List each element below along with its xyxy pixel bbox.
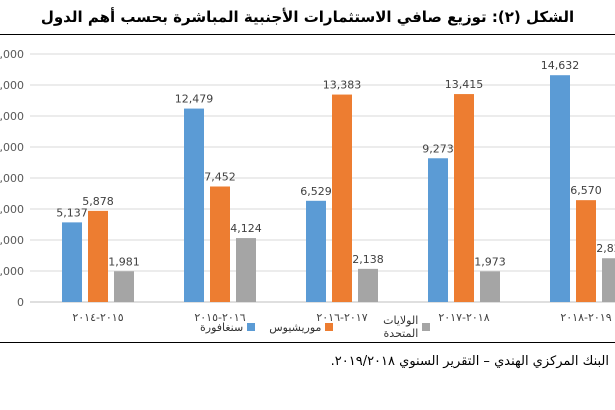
bar (332, 94, 352, 302)
chart-legend: سنغافورة موريشيوس الولايات المتحدة (200, 314, 430, 340)
legend-item-singapore: سنغافورة (200, 314, 256, 340)
data-label: 5,137 (56, 206, 88, 219)
data-label: 13,383 (323, 79, 362, 92)
data-label: 6,529 (300, 185, 332, 198)
data-label: 1,981 (108, 255, 140, 268)
bar (236, 238, 256, 302)
bar (88, 210, 108, 302)
legend-label-usa: الولايات المتحدة (383, 314, 419, 340)
y-tick-label: 14,000 (0, 79, 24, 92)
data-label: 4,124 (230, 222, 262, 235)
bar (184, 108, 204, 302)
bar-chart: 0 2,000 4,000 6,000 8,000 10,000 12,000 14,000 1… (0, 48, 615, 324)
data-label: 2,138 (352, 253, 384, 266)
bar (454, 94, 474, 302)
y-tick-label: 2,000 (0, 265, 24, 278)
legend-swatch-usa (422, 323, 430, 331)
bar (480, 271, 500, 302)
legend-item-mauritius: موريشيوس (269, 314, 334, 340)
source-divider (0, 342, 615, 343)
data-label: 7,452 (204, 170, 236, 183)
y-tick-label: 6,000 (0, 203, 24, 216)
data-label: 2,823 (596, 242, 615, 255)
bar (306, 200, 326, 302)
data-label: 9,273 (422, 142, 454, 155)
y-tick-label: 10,000 (0, 141, 24, 154)
y-tick-label: 0 (17, 296, 24, 309)
y-tick-label: 8,000 (0, 172, 24, 185)
legend-item-usa: الولايات المتحدة (347, 314, 430, 340)
y-tick-label: 12,000 (0, 110, 24, 123)
title-divider (0, 34, 615, 35)
legend-label-singapore: سنغافورة (200, 320, 244, 334)
data-label: 6,570 (570, 184, 602, 197)
bar (62, 222, 82, 302)
x-tick-label: ٢٠١٨-٢٠١٧ (438, 311, 489, 324)
legend-swatch-singapore (247, 323, 256, 331)
x-tick-label: ٢٠١٩-٢٠١٨ (560, 311, 611, 324)
legend-label-mauritius: موريشيوس (269, 320, 322, 334)
source-note: البنك المركزي الهندي – التقرير السنوي ٢٠… (330, 354, 609, 369)
chart-title: الشكل (٢): توزيع صافي الاستثمارات الأجنب… (40, 8, 575, 26)
data-label: 14,632 (541, 59, 580, 72)
data-label: 13,415 (445, 78, 484, 91)
bar (210, 186, 230, 302)
x-tick-label: ٢٠١٦-٢٠١٥ (194, 311, 245, 324)
bar (602, 258, 615, 302)
data-label: 5,878 (82, 195, 114, 208)
bar (576, 200, 596, 302)
legend-swatch-mauritius (325, 323, 334, 331)
bar (114, 271, 134, 302)
x-tick-label: ٢٠١٥-٢٠١٤ (72, 311, 123, 324)
bar (358, 268, 378, 302)
bar (428, 158, 448, 302)
y-tick-label: 4,000 (0, 234, 24, 247)
data-label: 1,973 (474, 255, 506, 268)
x-tick-label: ٢٠١٧-٢٠١٦ (316, 311, 367, 324)
data-label: 12,479 (175, 93, 214, 106)
y-tick-label: 16,000 (0, 48, 24, 61)
bar (550, 75, 570, 302)
